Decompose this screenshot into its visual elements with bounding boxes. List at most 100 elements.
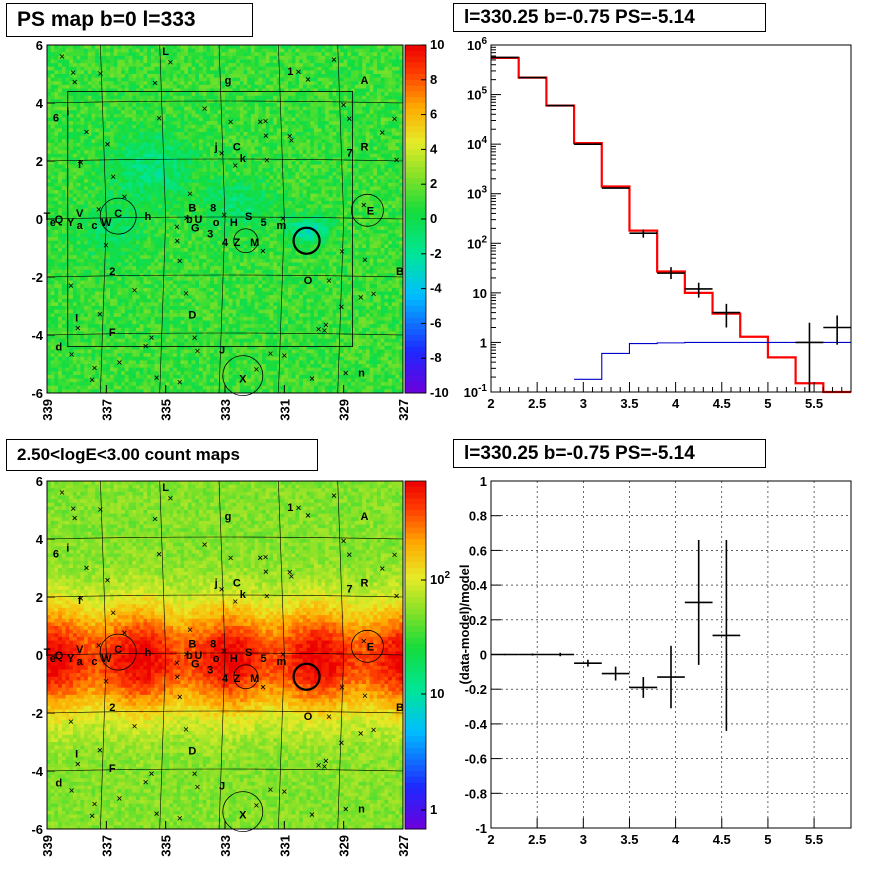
- map-pixel: [180, 132, 185, 137]
- map-pixel: [124, 142, 129, 147]
- map-pixel: [228, 219, 233, 224]
- map-pixel: [191, 66, 196, 71]
- map-pixel: [173, 150, 178, 155]
- map-pixel: [158, 222, 163, 227]
- map-pixel: [69, 103, 74, 108]
- map-pixel: [191, 382, 196, 387]
- map-pixel: [128, 345, 133, 350]
- map-pixel: [173, 302, 178, 307]
- map-pixel: [228, 124, 233, 129]
- map-pixel: [87, 262, 92, 267]
- map-pixel: [232, 66, 237, 71]
- map-pixel: [54, 55, 59, 60]
- map-pixel: [147, 280, 152, 285]
- map-pixel: [72, 280, 78, 285]
- map-pixel: [106, 273, 111, 278]
- map-pixel: [236, 110, 241, 115]
- map-pixel: [150, 382, 155, 387]
- map-pixel: [76, 88, 81, 93]
- map-pixel: [136, 320, 141, 325]
- map-pixel: [98, 84, 104, 89]
- map-pixel: [72, 45, 78, 50]
- map-pixel: [61, 113, 66, 118]
- map-pixel: [106, 135, 111, 140]
- map-pixel: [236, 142, 241, 147]
- map-pixel: [180, 182, 185, 187]
- map-pixel: [80, 295, 85, 300]
- map-pixel: [199, 70, 204, 75]
- map-pixel: [58, 360, 63, 365]
- map-pixel: [210, 45, 215, 50]
- map-pixel: [180, 277, 185, 282]
- map-pixel: [50, 70, 55, 75]
- map-pixel: [169, 128, 174, 133]
- map-pixel: [80, 77, 85, 82]
- map-pixel: [147, 204, 152, 209]
- map-pixel: [199, 295, 204, 300]
- map-pixel: [113, 103, 118, 108]
- map-pixel: [50, 124, 55, 129]
- map-pixel: [154, 233, 159, 238]
- map-pixel: [150, 360, 155, 365]
- map-pixel: [61, 385, 66, 390]
- map-pixel: [58, 222, 63, 227]
- map-pixel: [147, 266, 152, 271]
- map-pixel: [161, 320, 167, 325]
- map-pixel: [72, 316, 78, 321]
- map-pixel: [210, 367, 215, 372]
- map-pixel: [80, 103, 85, 108]
- map-pixel: [169, 197, 174, 202]
- map-pixel: [61, 110, 66, 115]
- map-pixel: [139, 59, 144, 64]
- map-pixel: [169, 121, 174, 126]
- map-pixel: [80, 338, 85, 343]
- map-pixel: [180, 324, 185, 329]
- map-pixel: [158, 113, 163, 118]
- map-pixel: [58, 121, 63, 126]
- map-pixel: [80, 251, 85, 256]
- map-pixel: [50, 215, 55, 220]
- map-pixel: [158, 106, 163, 111]
- map-pixel: [147, 48, 152, 53]
- map-pixel: [54, 302, 59, 307]
- map-pixel: [165, 374, 170, 379]
- map-pixel: [217, 48, 222, 53]
- map-pixel: [113, 226, 118, 231]
- map-pixel: [128, 277, 133, 282]
- map-pixel: [72, 335, 78, 340]
- map-pixel: [47, 284, 52, 289]
- map-pixel: [69, 128, 74, 133]
- map-pixel: [228, 374, 233, 379]
- map-pixel: [195, 240, 200, 245]
- map-pixel: [121, 135, 126, 140]
- map-pixel: [50, 45, 55, 50]
- map-pixel: [117, 331, 122, 336]
- map-pixel: [199, 280, 204, 285]
- map-pixel: [213, 66, 218, 71]
- map-pixel: [102, 302, 107, 307]
- map-pixel: [210, 229, 215, 234]
- map-pixel: [76, 389, 81, 394]
- map-pixel: [173, 244, 178, 249]
- map-pixel: [195, 215, 200, 220]
- map-pixel: [124, 280, 129, 285]
- map-pixel: [50, 182, 55, 187]
- map-pixel: [69, 258, 74, 263]
- map-pixel: [184, 244, 189, 249]
- map-pixel: [187, 164, 193, 169]
- map-pixel: [76, 161, 81, 166]
- map-pixel: [110, 190, 115, 195]
- map-pixel: [206, 244, 211, 249]
- map-pixel: [165, 135, 170, 140]
- map-pixel: [54, 103, 59, 108]
- map-pixel: [158, 342, 163, 347]
- map-pixel: [161, 110, 167, 115]
- map-pixel: [236, 331, 241, 336]
- map-pixel: [213, 171, 218, 176]
- map-pixel: [121, 117, 126, 122]
- map-pixel: [58, 171, 63, 176]
- map-pixel: [221, 66, 226, 71]
- map-pixel: [98, 342, 104, 347]
- map-pixel: [72, 356, 78, 361]
- map-pixel: [213, 186, 218, 191]
